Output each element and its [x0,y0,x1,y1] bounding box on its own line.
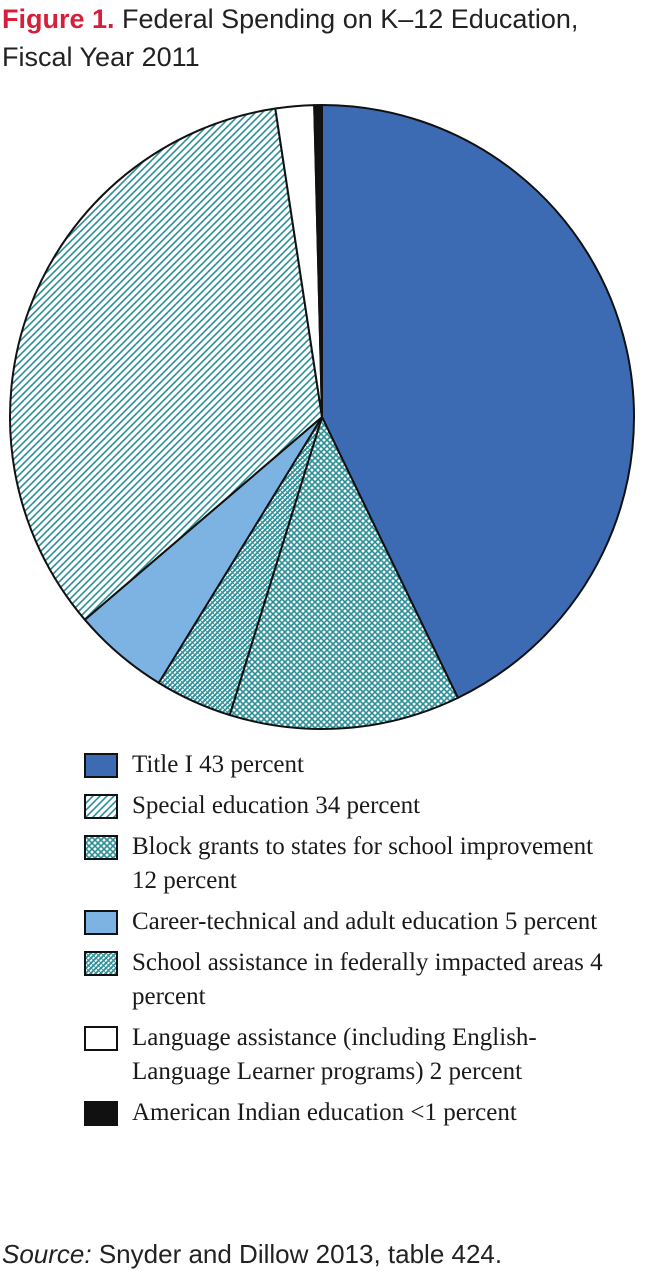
legend-label: Career-technical and adult education 5 p… [132,908,598,935]
legend-label: Block grants to states for school improv… [132,833,594,894]
legend-item: Special education 34 percent [84,789,624,823]
chart-title: Figure 1. Federal Spending on K–12 Educa… [2,0,642,76]
pie-chart [9,104,635,730]
pie-slice-7 [313,104,323,418]
legend-swatch [84,910,118,935]
source-label: Source: [2,1239,92,1269]
legend: Title I 43 percent Special education 34 p… [84,748,624,1137]
legend-item: School assistance in federally impacted … [84,946,624,1014]
figure-title-text: Federal Spending on K–12 Education, Fisc… [2,4,579,72]
legend-swatch [84,794,118,819]
pie-slice-5 [9,107,323,621]
source-text: Snyder and Dillow 2013, table 424. [98,1239,503,1269]
legend-swatch [84,1026,118,1051]
legend-item: American Indian education <1 percent [84,1096,624,1130]
legend-label: School assistance in federally impacted … [132,949,603,1010]
pie-slice-2 [228,416,459,730]
legend-item: Language assistance (including English-L… [84,1021,624,1089]
legend-label: Title I 43 percent [132,751,304,778]
pie-slice-1 [321,104,635,699]
legend-swatch [84,835,118,860]
legend-swatch [84,753,118,778]
pie-slices [9,104,635,730]
legend-label: American Indian education <1 percent [132,1099,517,1126]
legend-label: Language assistance (including English-L… [132,1024,537,1085]
legend-item: Career-technical and adult education 5 p… [84,905,624,939]
legend-item: Block grants to states for school improv… [84,830,624,898]
legend-item: Title I 43 percent [84,748,624,782]
legend-label: Special education 34 percent [132,792,421,819]
legend-swatch [84,1101,118,1126]
legend-swatch [84,951,118,976]
figure-label: Figure 1. [2,4,115,34]
source-note: Source: Snyder and Dillow 2013, table 42… [2,1236,642,1272]
